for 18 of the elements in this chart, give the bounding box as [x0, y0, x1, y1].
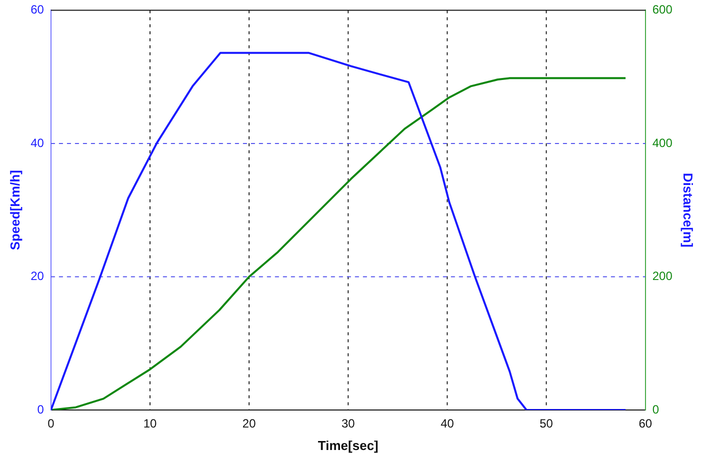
y-tick-label: 40 — [30, 136, 44, 150]
x-tick-label: 60 — [638, 416, 652, 431]
y-tick-label: 60 — [30, 2, 44, 17]
x-tick-label: 30 — [341, 416, 356, 431]
y2-axis-title: Distance[m] — [680, 172, 696, 248]
x-tick-label: 10 — [143, 416, 158, 431]
x-tick-label: 20 — [242, 416, 256, 431]
x-tick-label: 40 — [440, 416, 454, 431]
y2-tick-label: 400 — [652, 136, 673, 150]
y2-tick-label: 600 — [652, 2, 673, 17]
y-tick-label: 20 — [30, 269, 44, 284]
x-axis-title: Time[sec] — [318, 438, 378, 453]
y-axis-title: Speed[Km/h] — [7, 170, 22, 250]
y2-tick-label: 0 — [652, 402, 660, 416]
y2-tick-label: 200 — [652, 269, 673, 284]
x-tick-label: 50 — [540, 416, 554, 431]
y-tick-label: 0 — [37, 402, 44, 416]
x-tick-label: 0 — [48, 416, 55, 431]
